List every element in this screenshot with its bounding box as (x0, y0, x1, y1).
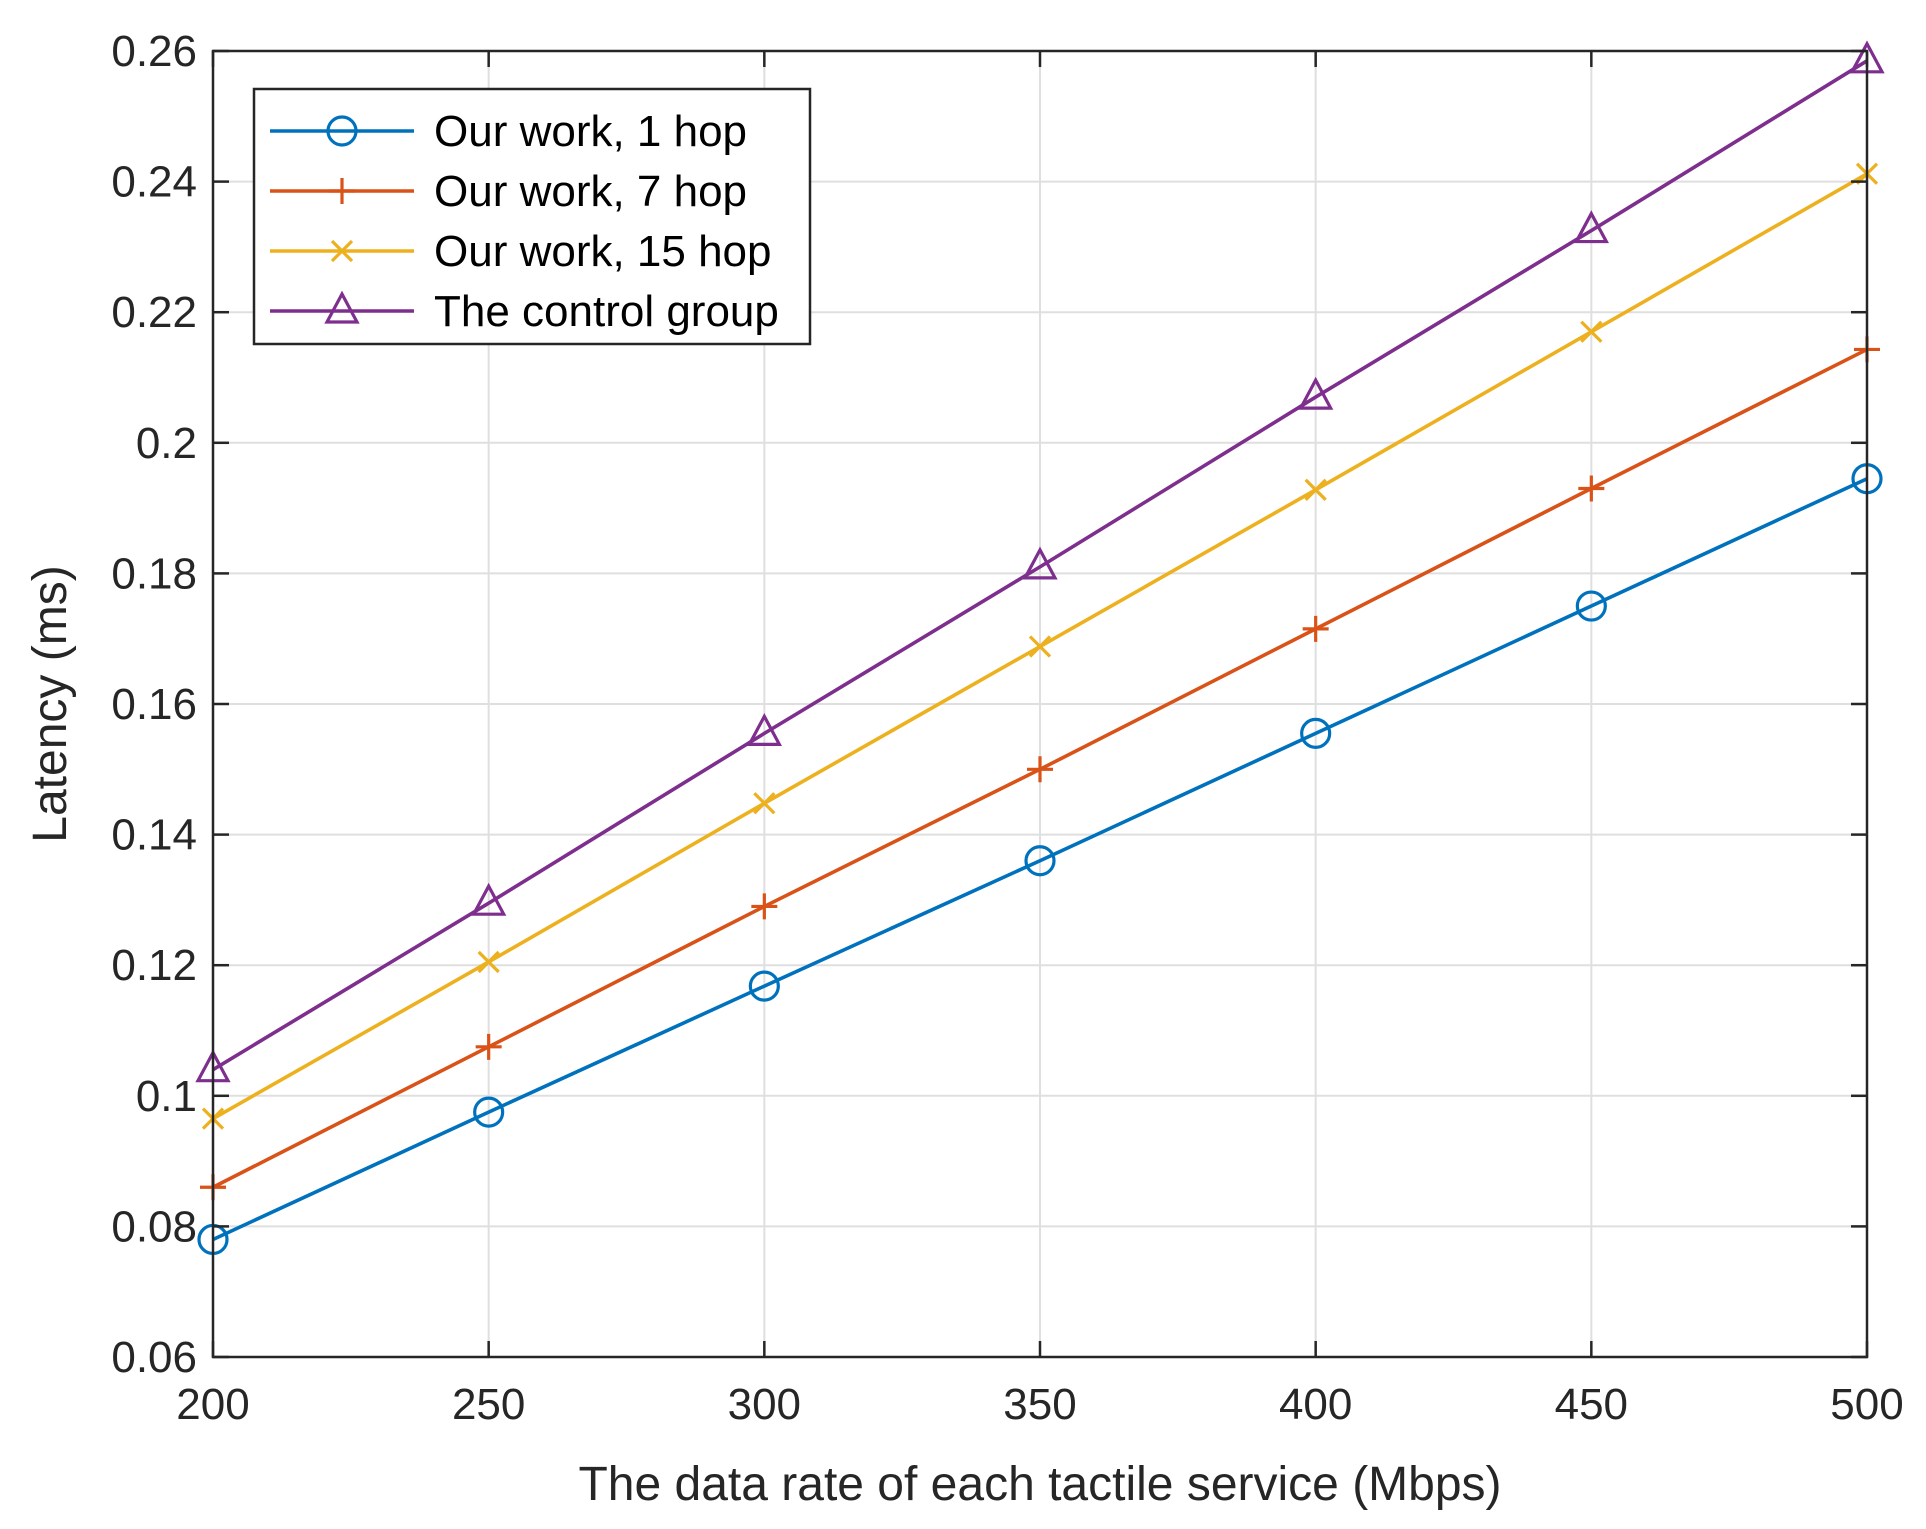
legend-label: The control group (434, 287, 779, 336)
legend-item: Our work, 7 hop (270, 167, 747, 216)
y-tick-label: 0.14 (111, 811, 197, 860)
legend-marker (326, 115, 358, 147)
data-point (470, 882, 507, 916)
y-tick-label: 0.18 (111, 549, 197, 598)
legend-label: Our work, 15 hop (434, 227, 772, 276)
x-tick-label: 300 (728, 1380, 801, 1429)
y-tick-label: 0.12 (111, 941, 197, 990)
data-point (1573, 210, 1610, 244)
y-tick-label: 0.2 (136, 419, 197, 468)
data-point (1580, 320, 1603, 343)
data-point (1024, 845, 1056, 877)
y-tick-label: 0.22 (111, 288, 197, 337)
legend-marker (330, 239, 354, 263)
legend-marker (324, 290, 360, 324)
data-point (751, 893, 778, 920)
y-axis-label: Latency (ms) (24, 565, 77, 842)
series-line (212, 59, 1868, 1072)
legend-label: Our work, 1 hop (434, 107, 747, 156)
series-layer (195, 40, 1885, 1256)
x-tick-label: 450 (1555, 1380, 1628, 1429)
y-tick-label: 0.24 (111, 158, 197, 207)
data-point (1575, 590, 1607, 622)
data-point (1297, 376, 1334, 410)
x-tick-label: 500 (1830, 1380, 1903, 1429)
y-tick-label: 0.26 (111, 27, 197, 76)
legend-item: Our work, 1 hop (270, 107, 747, 156)
legend-item: The control group (270, 287, 779, 336)
legend: Our work, 1 hop Our work, 7 hop Our work, … (252, 87, 812, 346)
x-tick-label: 200 (176, 1380, 249, 1429)
legend-label: Our work, 7 hop (434, 167, 747, 216)
data-point (753, 792, 776, 815)
data-point (746, 712, 783, 746)
legend-marker (329, 178, 355, 204)
x-axis-label: The data rate of each tactile service (M… (578, 1458, 1501, 1511)
legend-item: Our work, 15 hop (270, 227, 772, 276)
data-point (475, 1033, 502, 1060)
data-point (1304, 478, 1327, 501)
data-point (477, 950, 500, 974)
series-line (212, 477, 1868, 1242)
data-point (748, 970, 780, 1002)
axis-ticks: 200 250 300 350 400 450 500 0.06 0.08 0.1 0.12 0.14… (111, 27, 1903, 1429)
y-tick-label: 0.06 (111, 1333, 197, 1382)
data-point (1022, 546, 1058, 580)
data-point (1300, 717, 1332, 749)
data-point (1028, 635, 1052, 658)
x-tick-label: 250 (452, 1380, 525, 1429)
y-tick-label: 0.1 (136, 1072, 197, 1121)
y-tick-label: 0.16 (111, 680, 197, 729)
data-point (1302, 615, 1329, 642)
x-tick-label: 350 (1003, 1380, 1076, 1429)
y-tick-label: 0.08 (111, 1202, 197, 1251)
data-point (1578, 475, 1605, 502)
data-point (473, 1096, 505, 1128)
data-point (1027, 756, 1053, 783)
x-tick-label: 400 (1279, 1380, 1352, 1429)
